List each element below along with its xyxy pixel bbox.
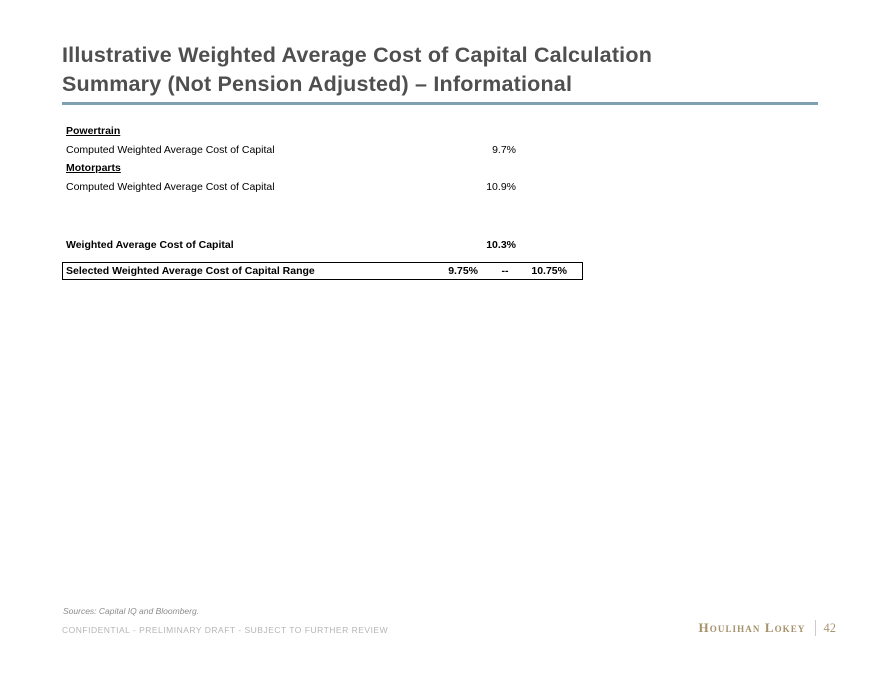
range-low-value: 9.75% [448,265,478,277]
page-number: 42 [823,620,837,635]
footer-brand-block: Houlihan Lokey 42 [699,619,836,637]
row-label: Weighted Average Cost of Capital [66,239,234,252]
spacer [62,196,583,236]
table-row-selected-wacc-range: Selected Weighted Average Cost of Capita… [62,262,583,280]
row-label: Computed Weighted Average Cost of Capita… [66,143,275,156]
page-title-line-2: Summary (Not Pension Adjusted) – Informa… [62,72,573,96]
section-label: Motorparts [66,162,121,175]
row-label: Computed Weighted Average Cost of Capita… [66,180,275,193]
wacc-summary-table: Powertrain Computed Weighted Average Cos… [62,122,583,280]
row-label: Selected Weighted Average Cost of Capita… [66,265,315,277]
title-underline-rule [62,102,818,105]
range-separator: -- [501,265,509,277]
sources-note: Sources: Capital IQ and Bloomberg. [63,606,200,616]
row-value: 9.7% [492,143,516,156]
section-header-powertrain: Powertrain [62,122,583,141]
page-title: Illustrative Weighted Average Cost of Ca… [62,41,822,99]
houlihan-lokey-wordmark: Houlihan Lokey [698,620,806,635]
confidentiality-disclaimer: CONFIDENTIAL - PRELIMINARY DRAFT - SUBJE… [62,625,389,635]
row-value: 10.3% [486,239,516,252]
range-high-value: 10.75% [531,265,567,277]
spacer [62,255,583,263]
table-row-total-wacc: Weighted Average Cost of Capital 10.3% [62,236,583,255]
page-title-line-1: Illustrative Weighted Average Cost of Ca… [62,43,653,67]
row-value: 10.9% [486,180,516,193]
table-row-powertrain-wacc: Computed Weighted Average Cost of Capita… [62,141,583,160]
table-row-motorparts-wacc: Computed Weighted Average Cost of Capita… [62,178,583,197]
section-header-motorparts: Motorparts [62,159,583,178]
footer-divider [814,620,816,636]
section-label: Powertrain [66,125,121,138]
